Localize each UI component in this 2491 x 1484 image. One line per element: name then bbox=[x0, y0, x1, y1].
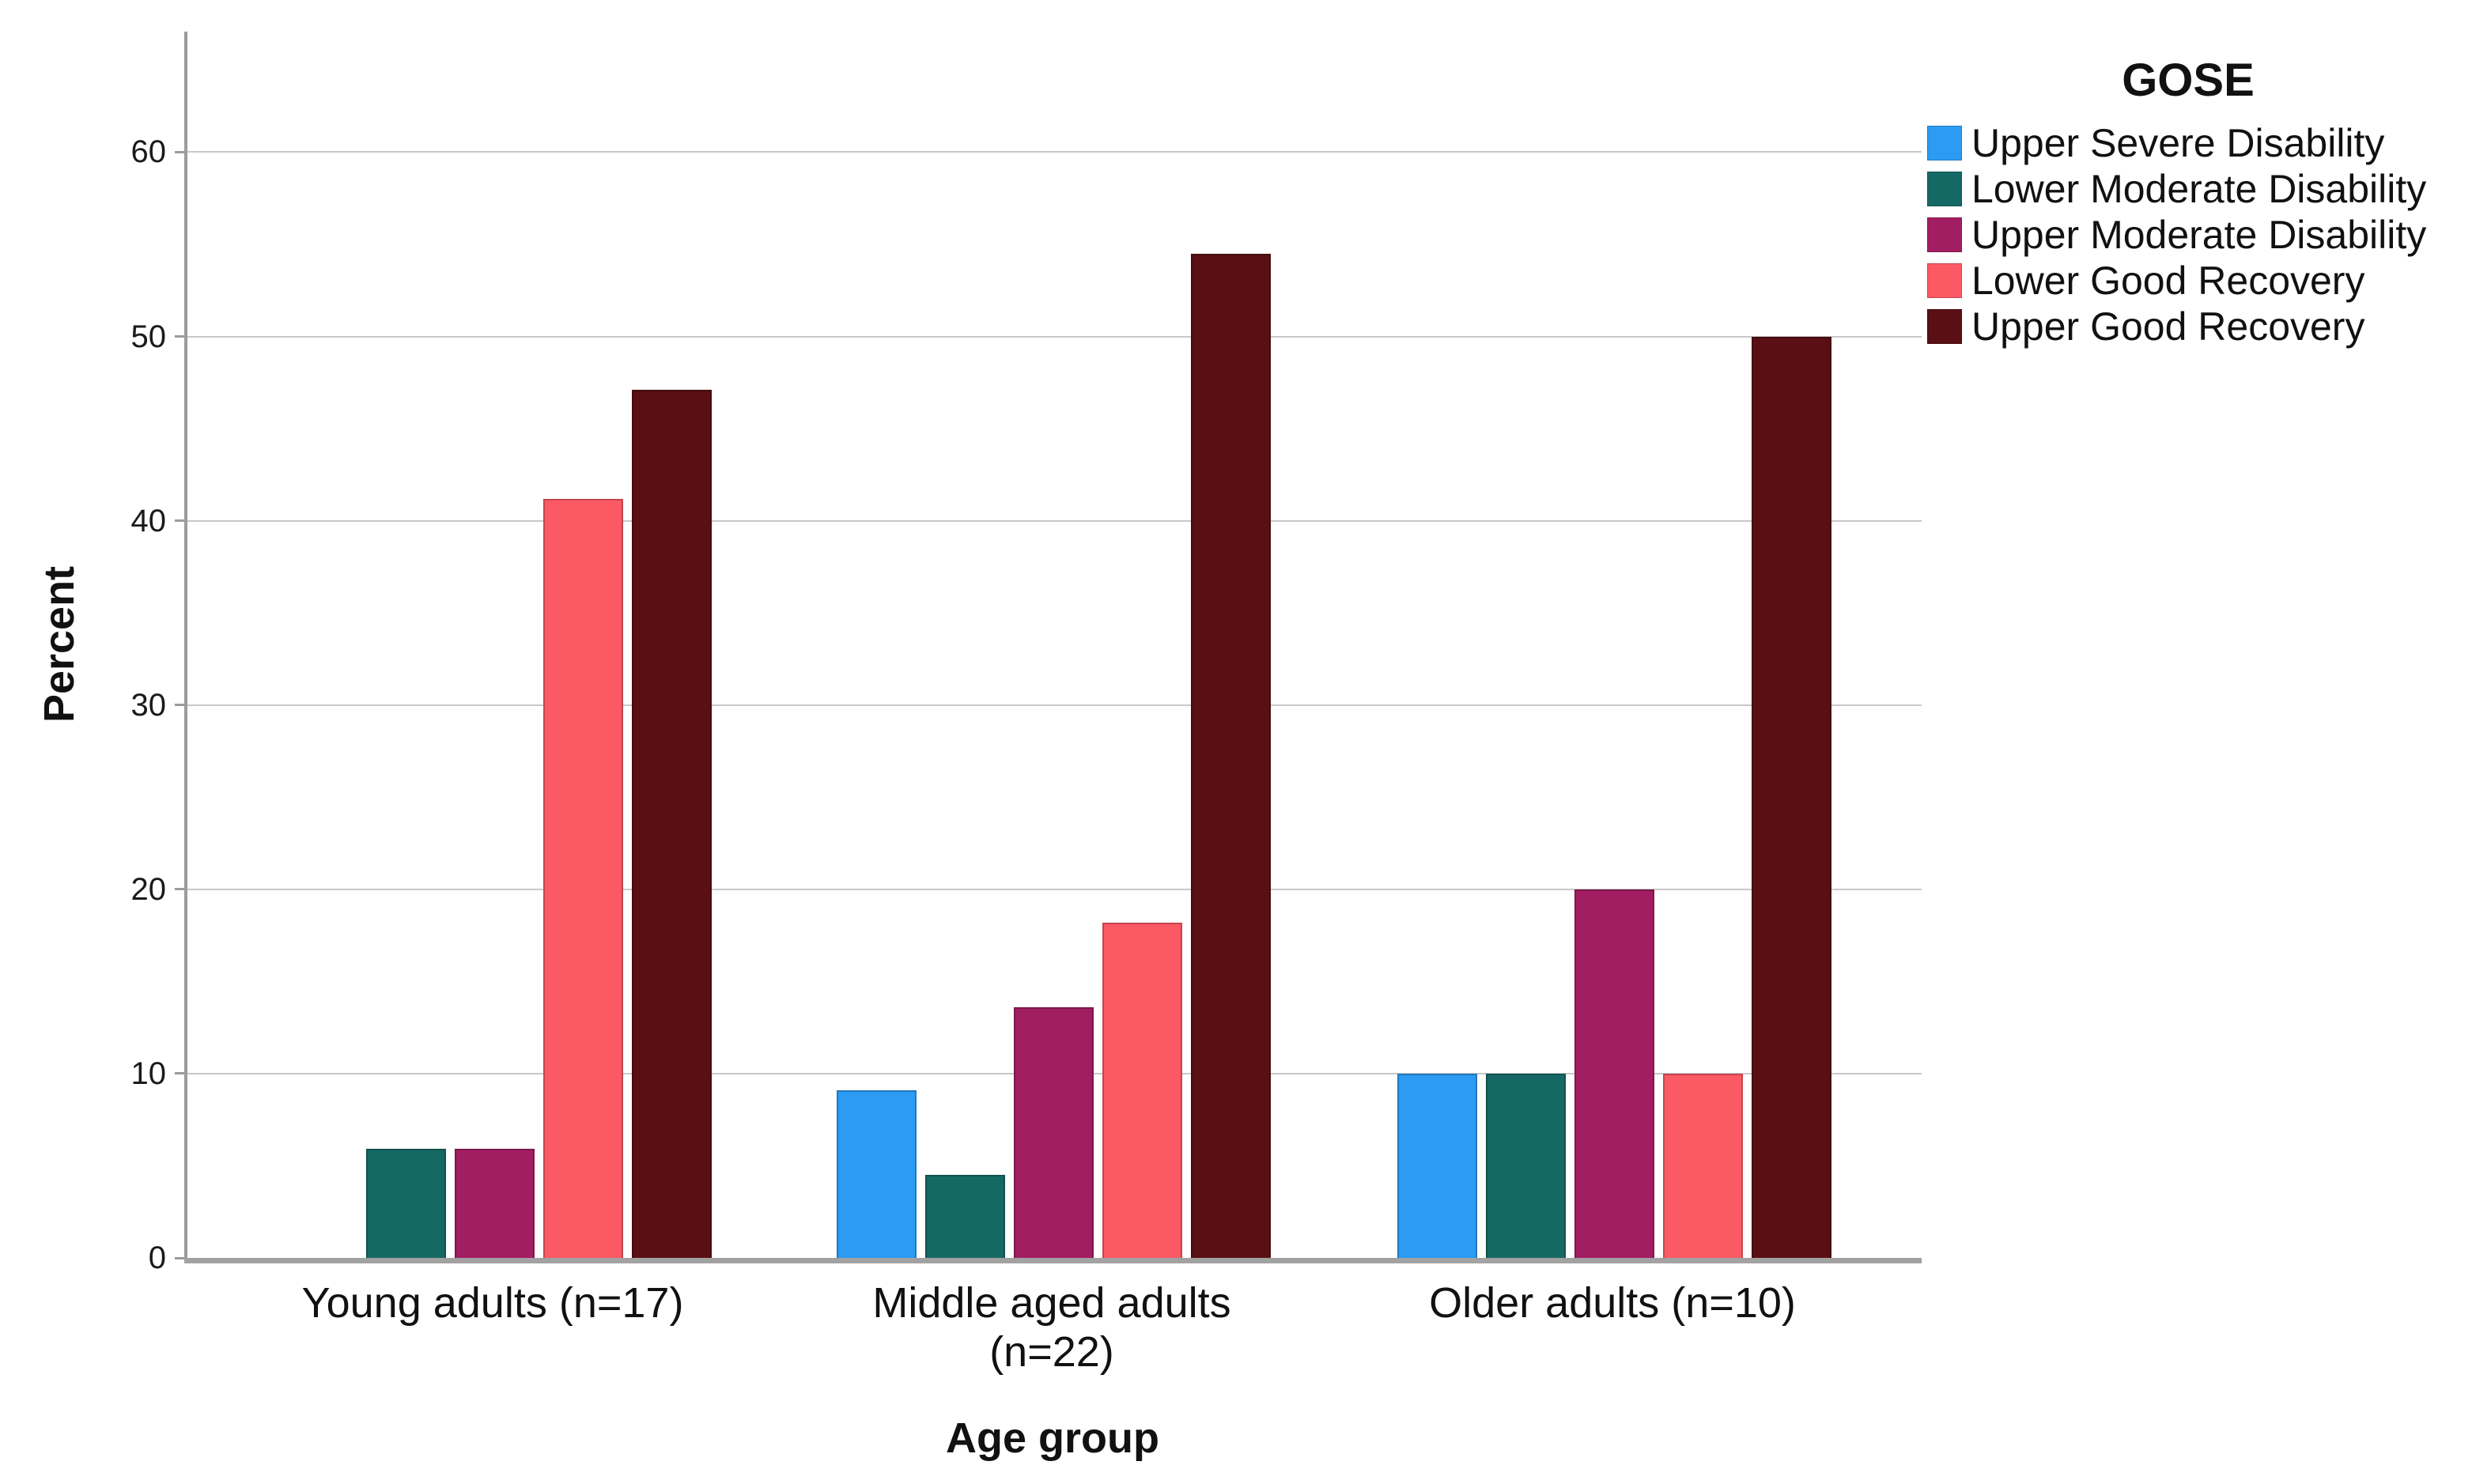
y-tick-label-20: 20 bbox=[130, 871, 167, 907]
gridline-20 bbox=[187, 888, 1922, 890]
bar-upper-moderate-disability bbox=[1014, 1006, 1094, 1258]
bar-lower-good-recovery bbox=[1102, 922, 1182, 1258]
y-axis-tick-20 bbox=[175, 888, 185, 891]
legend-swatch bbox=[1927, 309, 1962, 344]
legend-label: Upper Moderate Disability bbox=[1971, 213, 2427, 257]
bar-upper-severe-disability bbox=[837, 1089, 917, 1258]
legend-swatch bbox=[1927, 217, 1962, 252]
legend-item: Lower Good Recovery bbox=[1927, 258, 2473, 304]
y-axis-tick-10 bbox=[175, 1072, 185, 1075]
gridline-50 bbox=[187, 335, 1922, 338]
y-tick-label-50: 50 bbox=[130, 319, 167, 354]
y-axis-tick-0 bbox=[175, 1256, 185, 1259]
legend-items: Upper Severe Disability Lower Moderate Di… bbox=[1927, 120, 2473, 349]
bar-lower-moderate-disability bbox=[925, 1175, 1005, 1258]
bar-upper-good-recovery bbox=[632, 390, 712, 1258]
bar-lower-good-recovery bbox=[1663, 1073, 1743, 1258]
legend-item: Upper Moderate Disability bbox=[1927, 212, 2473, 258]
legend-swatch bbox=[1927, 263, 1962, 298]
y-tick-label-60: 60 bbox=[130, 134, 167, 170]
x-category-label-line: (n=22) bbox=[989, 1328, 1114, 1376]
y-tick-label-30: 30 bbox=[130, 687, 167, 723]
x-category-label-line: Young adults (n=17) bbox=[301, 1279, 684, 1327]
legend-item: Upper Good Recovery bbox=[1927, 304, 2473, 349]
bar-upper-moderate-disability bbox=[455, 1149, 535, 1258]
x-category-label: Middle aged adults (n=22) bbox=[872, 1278, 1230, 1376]
legend-label: Upper Severe Disability bbox=[1971, 121, 2385, 165]
y-tick-label-40: 40 bbox=[130, 503, 167, 538]
bar-lower-moderate-disability bbox=[366, 1149, 446, 1258]
bar-lower-moderate-disability bbox=[1486, 1073, 1566, 1258]
legend-label: Lower Moderate Disability bbox=[1971, 167, 2427, 211]
bar-upper-good-recovery bbox=[1752, 336, 1831, 1258]
y-axis-tick-60 bbox=[175, 150, 185, 153]
bar-upper-good-recovery bbox=[1191, 253, 1271, 1258]
bar-upper-moderate-disability bbox=[1574, 889, 1654, 1258]
bar-lower-good-recovery bbox=[543, 498, 623, 1258]
x-category-label-line: Older adults (n=10) bbox=[1429, 1279, 1796, 1327]
y-tick-label-0: 0 bbox=[148, 1240, 166, 1275]
x-axis-line bbox=[184, 1258, 1922, 1263]
legend-swatch bbox=[1927, 126, 1962, 160]
y-axis-tick-30 bbox=[175, 704, 185, 707]
x-category-label: Young adults (n=17) bbox=[302, 1278, 684, 1327]
legend-item: Lower Moderate Disability bbox=[1927, 166, 2473, 212]
bar-upper-severe-disability bbox=[1397, 1073, 1477, 1258]
y-axis-tick-40 bbox=[175, 519, 185, 523]
y-tick-label-10: 10 bbox=[130, 1055, 167, 1091]
gridline-60 bbox=[187, 151, 1922, 153]
gridline-40 bbox=[187, 519, 1922, 522]
gridline-30 bbox=[187, 704, 1922, 706]
x-category-label-line: Middle aged adults bbox=[872, 1279, 1231, 1327]
legend-label: Lower Good Recovery bbox=[1971, 259, 2365, 303]
plot-area bbox=[175, 32, 1922, 1263]
legend-title: GOSE bbox=[2122, 55, 2255, 106]
x-category-label: Older adults (n=10) bbox=[1429, 1278, 1796, 1327]
legend-label: Upper Good Recovery bbox=[1971, 304, 2365, 349]
y-axis-tick-50 bbox=[175, 335, 185, 338]
x-axis-title: Age group bbox=[946, 1414, 1159, 1462]
legend-swatch bbox=[1927, 172, 1962, 206]
legend-item: Upper Severe Disability bbox=[1927, 120, 2473, 166]
